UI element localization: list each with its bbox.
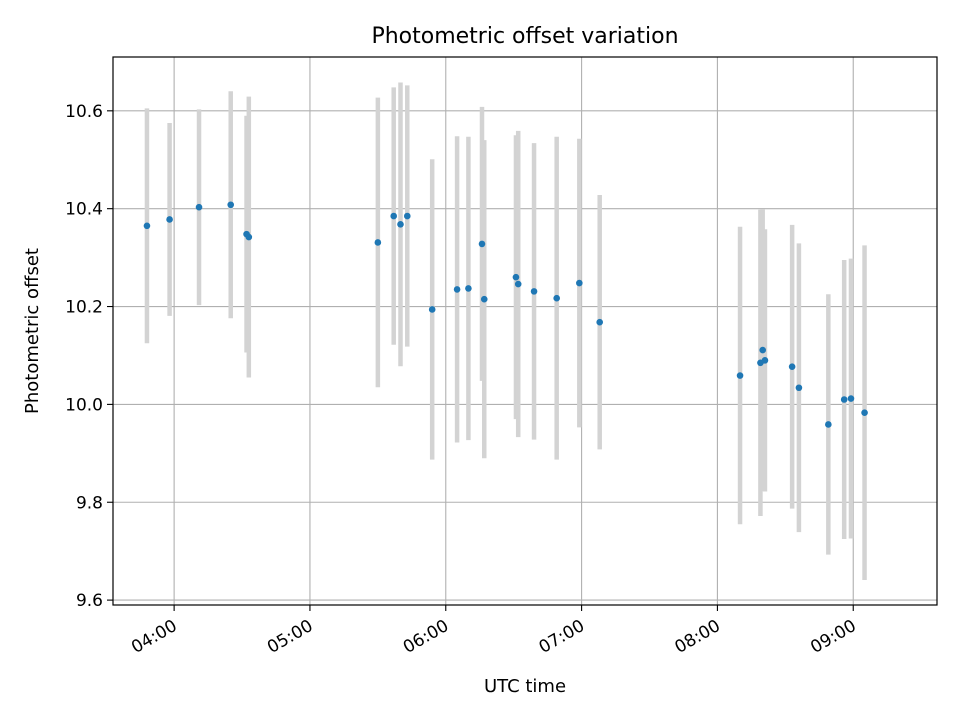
data-point [847,395,855,402]
data-point [374,239,382,246]
x-tick-label: 06:00 [400,616,452,658]
data-point [390,212,398,220]
x-tick-label: 07:00 [536,616,588,658]
data-point [227,201,235,209]
x-tick-label: 04:00 [128,616,180,658]
plot-area-frame [112,56,938,606]
data-point [761,357,769,364]
y-tick-label: 10.2 [65,298,103,318]
data-point [530,288,538,295]
data-point [759,346,766,354]
y-tick-label: 10.4 [65,200,103,220]
data-point [453,286,461,293]
data-point [403,212,411,220]
data-point [736,372,744,379]
data-point [166,216,173,223]
x-tick-label: 05:00 [264,616,316,658]
data-point [195,203,203,211]
data-point [795,384,803,392]
data-point [825,421,832,428]
x-tick-label: 09:00 [807,616,859,658]
x-tick-label: 08:00 [671,616,723,658]
errorbar-layer [144,82,867,581]
grid-layer [113,57,937,605]
data-point [143,222,151,230]
point-layer [143,201,868,428]
y-tick-label: 9.6 [76,591,103,611]
data-point [245,233,253,241]
data-point [514,280,522,288]
data-point [596,318,604,326]
data-point [861,409,868,417]
data-point [397,221,404,228]
y-tick-label: 9.8 [76,493,103,513]
data-point [465,285,472,292]
chart-title: Photometric offset variation [371,24,678,49]
data-point [576,279,583,287]
y-tick-label: 10.0 [65,395,103,415]
data-point [428,306,436,313]
data-point [788,363,796,371]
y-axis-label: Photometric offset [22,248,43,414]
x-axis-label: UTC time [484,676,566,697]
data-point [553,294,560,302]
data-point [512,273,520,281]
data-point [478,240,486,248]
data-point [480,295,488,303]
y-tick-label: 10.6 [65,102,103,122]
data-point [840,396,848,403]
